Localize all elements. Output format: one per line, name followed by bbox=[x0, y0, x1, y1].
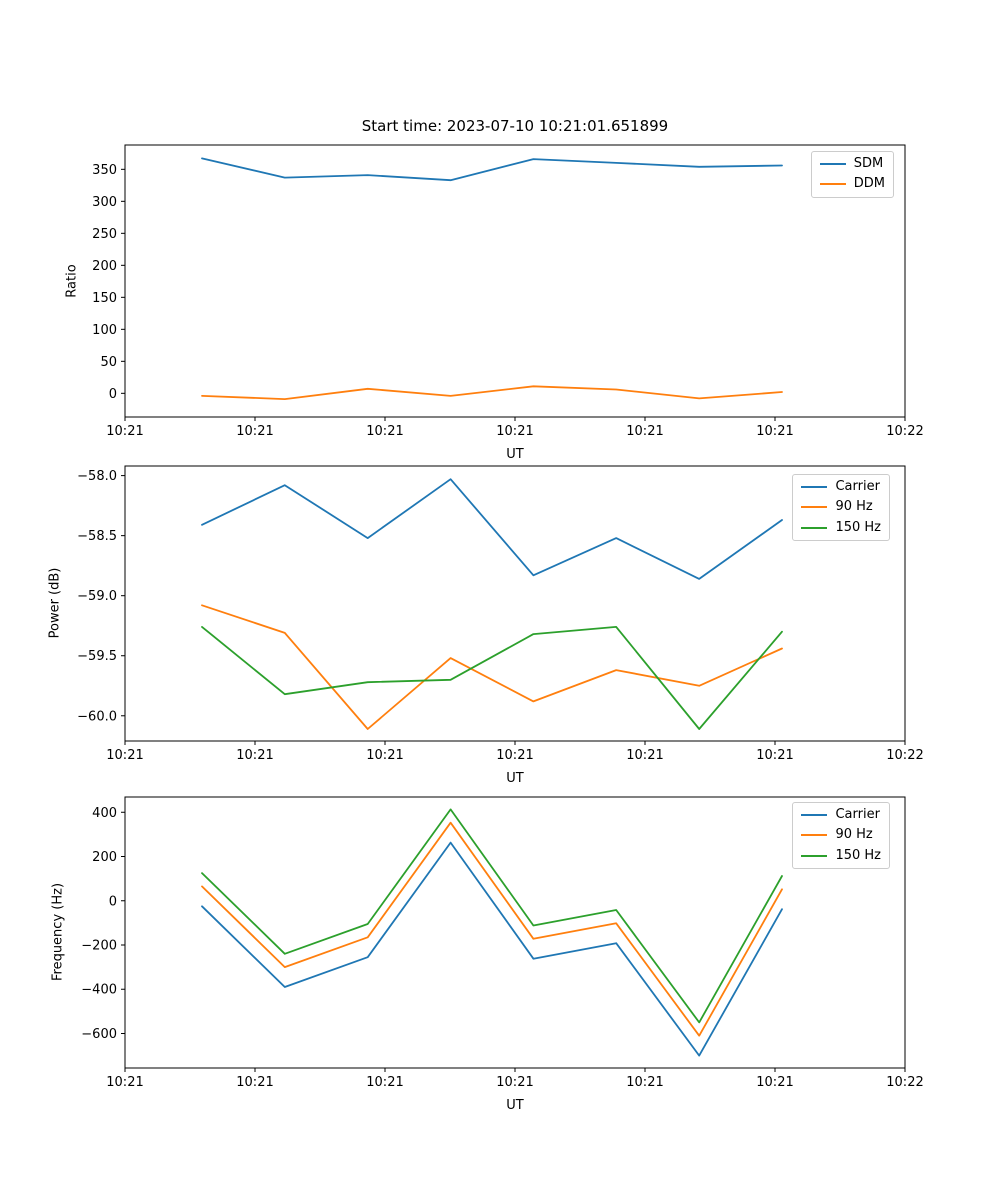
frequency-hz-x-tick-label: 10:21 bbox=[236, 1075, 273, 1090]
power-db-x-tick-label: 10:21 bbox=[236, 748, 273, 763]
ratio-x-tick-label: 10:22 bbox=[886, 424, 923, 439]
ratio-y-tick-label: 350 bbox=[92, 163, 117, 178]
frequency-hz-y-tick-label: 400 bbox=[92, 806, 117, 821]
power-db-x-tick-label: 10:21 bbox=[366, 748, 403, 763]
ddm-line-sample bbox=[819, 183, 846, 186]
ratio-x-tick-label: 10:21 bbox=[106, 424, 143, 439]
legend-item-ddm: DDM bbox=[819, 176, 885, 192]
ddm-line bbox=[201, 385, 783, 401]
frequency-hz-y-tick-label: 200 bbox=[92, 850, 117, 865]
ratio-y-tick-label: 200 bbox=[92, 259, 117, 274]
frequency-hz-x-tick-label: 10:22 bbox=[886, 1075, 923, 1090]
frequency-hz-x-tick-label: 10:21 bbox=[496, 1075, 533, 1090]
legend-label-sdm: SDM bbox=[853, 156, 884, 171]
legend-item-carrier: Carrier bbox=[801, 807, 881, 822]
power-db-x-tick-label: 10:21 bbox=[626, 748, 663, 763]
legend-label-carrier: Carrier bbox=[835, 807, 880, 822]
legend-item-90hz: 90 Hz bbox=[801, 499, 881, 515]
carrier-line-sample bbox=[801, 486, 828, 489]
carrier-line-sample bbox=[801, 814, 828, 817]
frequency-hz-x-tick-label: 10:21 bbox=[756, 1075, 793, 1090]
frequency-hz-y-tick-label: −400 bbox=[81, 983, 117, 998]
power-db-x-tick-label: 10:21 bbox=[106, 748, 143, 763]
legend-label-150hz: 150 Hz bbox=[835, 847, 881, 863]
power-legend: Carrier 90 Hz 150 Hz bbox=[792, 474, 890, 541]
150hz-line-sample bbox=[801, 526, 828, 529]
legend-label-150hz: 150 Hz bbox=[835, 519, 881, 535]
frequency-y-axis-label: Frequency (Hz) bbox=[50, 882, 66, 982]
power-db-y-tick-label: −59.5 bbox=[77, 649, 117, 664]
frequency-legend: Carrier 90 Hz 150 Hz bbox=[792, 802, 890, 869]
legend-item-150hz: 150 Hz bbox=[801, 519, 881, 535]
power-db-y-tick-label: −59.0 bbox=[77, 589, 117, 604]
legend-label-90hz: 90 Hz bbox=[835, 827, 873, 843]
power-db-x-tick-label: 10:22 bbox=[886, 748, 923, 763]
ratio-x-axis-label: UT bbox=[506, 447, 524, 462]
frequency-hz-y-tick-label: −200 bbox=[81, 938, 117, 953]
carrier-line bbox=[201, 478, 783, 580]
90hz-line-sample bbox=[801, 506, 828, 509]
power-db-x-tick-label: 10:21 bbox=[756, 748, 793, 763]
frequency-hz-axes-frame bbox=[124, 796, 906, 1069]
power-x-axis-label: UT bbox=[506, 771, 524, 786]
ratio-x-tick-label: 10:21 bbox=[756, 424, 793, 439]
ratio-y-tick-label: 50 bbox=[100, 355, 117, 370]
ratio-x-tick-label: 10:21 bbox=[626, 424, 663, 439]
sdm-line-sample bbox=[819, 163, 846, 166]
legend-item-sdm: SDM bbox=[819, 156, 885, 171]
power-db-y-tick-label: −60.0 bbox=[77, 709, 117, 724]
ratio-x-tick-label: 10:21 bbox=[236, 424, 273, 439]
ratio-y-tick-label: 250 bbox=[92, 227, 117, 242]
carrier-line bbox=[201, 841, 783, 1057]
ratio-axes-frame bbox=[124, 144, 906, 418]
frequency-hz-x-tick-label: 10:21 bbox=[626, 1075, 663, 1090]
legend-label-carrier: Carrier bbox=[835, 479, 880, 494]
legend-item-150hz: 150 Hz bbox=[801, 847, 881, 863]
ratio-x-tick-label: 10:21 bbox=[496, 424, 533, 439]
ratio-y-tick-label: 0 bbox=[109, 387, 117, 402]
legend-label-90hz: 90 Hz bbox=[835, 499, 873, 515]
legend-item-90hz: 90 Hz bbox=[801, 827, 881, 843]
frequency-hz-y-tick-label: −600 bbox=[81, 1027, 117, 1042]
90hz-line-sample bbox=[801, 834, 828, 837]
frequency-hz-y-tick-label: 0 bbox=[109, 894, 117, 909]
power-db-y-tick-label: −58.0 bbox=[77, 469, 117, 484]
sdm-line bbox=[201, 157, 783, 182]
150-hz-line bbox=[201, 626, 783, 730]
power-db-y-tick-label: −58.5 bbox=[77, 529, 117, 544]
power-db-axes-frame bbox=[124, 465, 906, 742]
power-db-x-tick-label: 10:21 bbox=[496, 748, 533, 763]
legend-label-ddm: DDM bbox=[853, 176, 885, 192]
ratio-x-tick-label: 10:21 bbox=[366, 424, 403, 439]
150hz-line-sample bbox=[801, 854, 828, 857]
ratio-y-axis-label: Ratio bbox=[64, 264, 80, 298]
frequency-hz-x-tick-label: 10:21 bbox=[366, 1075, 403, 1090]
150-hz-line bbox=[201, 808, 783, 1024]
90-hz-line bbox=[201, 604, 783, 730]
legend-item-carrier: Carrier bbox=[801, 479, 881, 494]
frequency-hz-x-tick-label: 10:21 bbox=[106, 1075, 143, 1090]
ratio-legend: SDM DDM bbox=[810, 151, 894, 198]
frequency-x-axis-label: UT bbox=[506, 1098, 524, 1113]
ratio-y-tick-label: 300 bbox=[92, 195, 117, 210]
90-hz-line bbox=[201, 821, 783, 1037]
power-y-axis-label: Power (dB) bbox=[47, 567, 63, 639]
figure-title: Start time: 2023-07-10 10:21:01.651899 bbox=[361, 117, 669, 135]
ratio-y-tick-label: 100 bbox=[92, 323, 117, 338]
ratio-y-tick-label: 150 bbox=[92, 291, 117, 306]
